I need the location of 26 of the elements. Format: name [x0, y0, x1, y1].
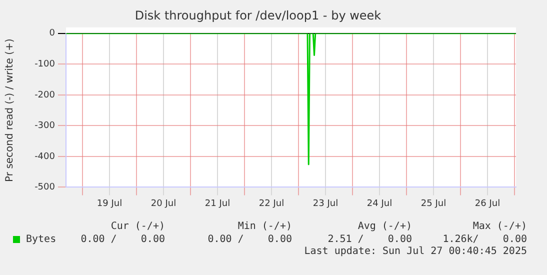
- x-tick-label: 20 Jul: [150, 198, 176, 209]
- text: Cur (-/+): [110, 221, 165, 232]
- x-tick-label: 22 Jul: [258, 198, 284, 209]
- y-tick-label: 0: [49, 28, 56, 39]
- legend-label: Bytes: [26, 234, 56, 245]
- x-tick-label: 24 Jul: [366, 198, 392, 209]
- text: Last update: Sun Jul 27 00:40:45 2025: [304, 246, 527, 257]
- text: 1.26k/ 0.00: [442, 234, 527, 245]
- text: 0.00 / 0.00: [208, 234, 292, 245]
- text: Min (-/+): [238, 221, 292, 232]
- text: Avg (-/+): [358, 221, 412, 232]
- y-tick-label: -400: [34, 152, 56, 162]
- y-axis-title: Pr second read (-) / write (+): [4, 38, 16, 182]
- text: 2.51 / 0.00: [328, 234, 412, 245]
- x-tick-label: 23 Jul: [312, 198, 338, 209]
- chart-title: Disk throughput for /dev/loop1 - by week: [134, 8, 382, 22]
- x-tick-label: 25 Jul: [420, 198, 446, 209]
- y-tick-label: -300: [34, 121, 56, 132]
- y-tick-label: -100: [34, 60, 56, 70]
- text: 0.00 / 0.00: [80, 234, 165, 245]
- y-tick-label: -500: [34, 182, 56, 193]
- text: Max (-/+): [472, 221, 527, 232]
- x-tick-label: 26 Jul: [474, 198, 500, 209]
- x-tick-label: 21 Jul: [204, 198, 230, 209]
- x-tick-label: 19 Jul: [96, 198, 122, 209]
- y-tick-label: -200: [34, 90, 56, 100]
